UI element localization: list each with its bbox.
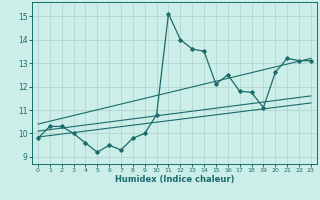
- X-axis label: Humidex (Indice chaleur): Humidex (Indice chaleur): [115, 175, 234, 184]
